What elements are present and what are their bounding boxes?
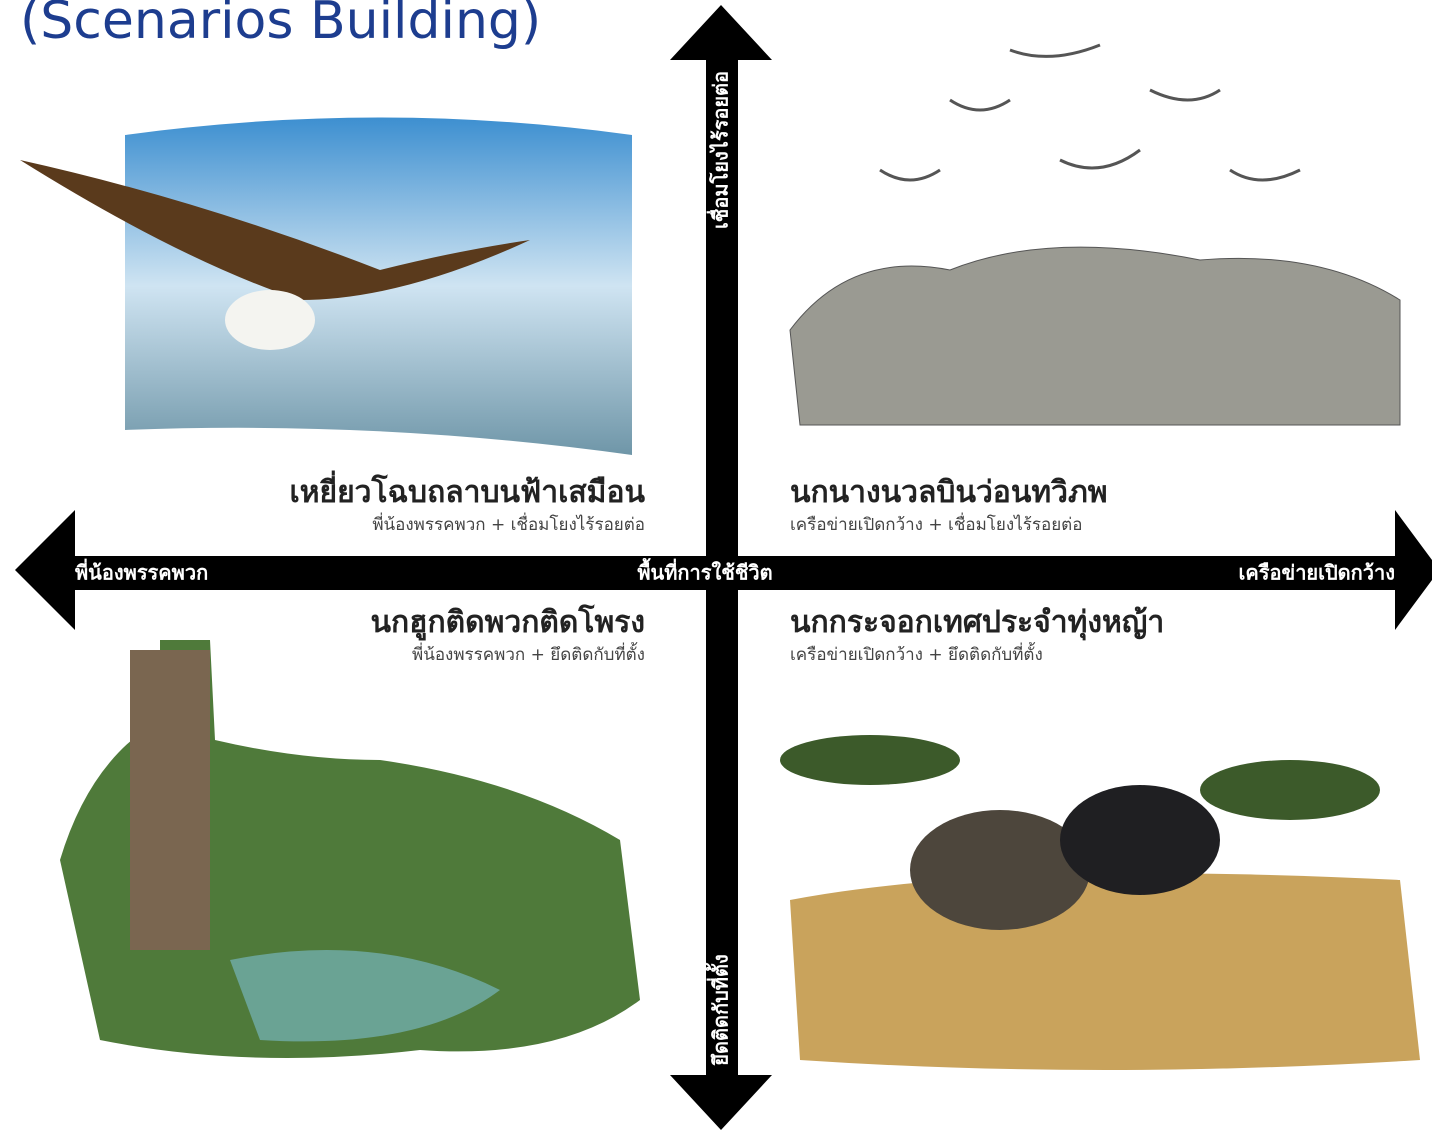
eagle bbox=[20, 160, 530, 300]
quadrant-title: เหยี่ยวโฉบถลาบนฟ้าเสมือน bbox=[289, 470, 645, 510]
quadrant-title: นกฮูกติดพวกติดโพรง bbox=[370, 603, 645, 641]
axis-bottom-label: ยึดติดกับที่ตั้ง bbox=[706, 954, 733, 1066]
tree bbox=[130, 650, 210, 950]
acacia bbox=[1200, 760, 1380, 820]
title: (Scenarios Building) bbox=[20, 0, 541, 51]
pond bbox=[230, 950, 500, 1042]
eagle-body bbox=[225, 290, 315, 350]
axis-left-label: พี่น้องพรรคพวก bbox=[75, 558, 208, 585]
axis-top-label: เชื่อมโยงไร้รอยต่อ bbox=[706, 71, 733, 229]
quadrant-subtitle: เครือข่ายเปิดกว้าง + ยึดติดกับที่ตั้ง bbox=[790, 642, 1043, 665]
axis-right-label: เครือข่ายเปิดกว้าง bbox=[1239, 561, 1395, 585]
quadrant-title: นกนางนวลบินว่อนทวิภพ bbox=[790, 475, 1108, 510]
horizontal-arrow bbox=[15, 510, 1432, 630]
quadrant-subtitle: พี่น้องพรรคพวก + เชื่อมโยงไร้รอยต่อ bbox=[372, 512, 645, 535]
savanna-scene bbox=[790, 873, 1420, 1070]
ostrich bbox=[910, 810, 1090, 930]
quadrant-title: นกกระจอกเทศประจำทุ่งหญ้า bbox=[790, 605, 1164, 641]
axis-center-label: พื้นที่การใช้ชีวิต bbox=[637, 558, 772, 585]
quadrant-subtitle: พี่น้องพรรคพวก + ยึดติดกับที่ตั้ง bbox=[412, 642, 645, 665]
quadrant-subtitle: เครือข่ายเปิดกว้าง + เชื่อมโยงไร้รอยต่อ bbox=[790, 512, 1082, 535]
ostrich bbox=[1060, 785, 1220, 895]
acacia bbox=[780, 735, 960, 785]
rock-scene bbox=[789, 246, 1401, 426]
gulls bbox=[879, 43, 1301, 182]
